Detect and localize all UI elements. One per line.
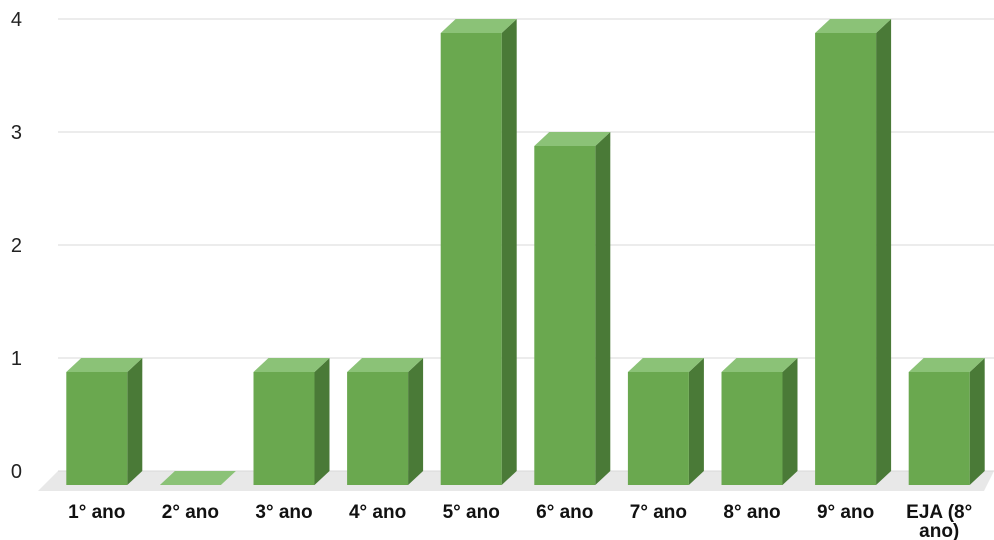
bar-top — [159, 471, 236, 485]
x-tick-label: 3° ano — [255, 502, 312, 523]
x-tick-label-line: EJA (8° — [906, 502, 972, 523]
bar — [627, 358, 704, 485]
bar-front — [721, 372, 783, 485]
y-axis: 0 1 2 3 4 — [11, 9, 22, 483]
x-tick-label: EJA (8° ano) — [906, 502, 972, 540]
x-tick-label-line: 6° ano — [536, 502, 593, 523]
bar-side — [314, 358, 330, 485]
x-tick-label-line: ano) — [919, 521, 959, 540]
x-tick-label: 4° ano — [349, 502, 406, 523]
x-tick-label-line: 7° ano — [630, 502, 687, 523]
bar-front — [253, 372, 315, 485]
bar-top — [253, 358, 330, 372]
bar-front — [534, 146, 596, 485]
bar-top — [347, 358, 424, 372]
bar — [721, 358, 798, 485]
bar-side — [127, 358, 143, 485]
bar-top — [815, 19, 892, 33]
bar-front — [66, 372, 128, 485]
x-tick-label: 9° ano — [817, 502, 874, 523]
y-tick-label: 2 — [11, 235, 22, 257]
x-tick-label-line: 2° ano — [162, 502, 219, 523]
bar — [253, 358, 330, 485]
y-tick-label: 3 — [11, 122, 22, 144]
x-tick-label: 1° ano — [68, 502, 125, 523]
bar-top — [440, 19, 517, 33]
bar-top — [534, 132, 611, 146]
bar — [815, 19, 892, 485]
bar — [66, 358, 143, 485]
bar — [534, 132, 611, 485]
x-tick-label-line: 8° ano — [723, 502, 780, 523]
bar-side — [969, 358, 985, 485]
bar-side — [782, 358, 798, 485]
x-axis: 1° ano 2° ano 3° ano 4° ano 5° ano 6° ano 7° a… — [68, 502, 972, 540]
bar-top — [721, 358, 798, 372]
bar — [159, 471, 236, 485]
x-tick-label-line: 5° ano — [443, 502, 500, 523]
x-tick-label-line: 1° ano — [68, 502, 125, 523]
bar-top — [627, 358, 704, 372]
bar — [440, 19, 517, 485]
x-tick-label: 6° ano — [536, 502, 593, 523]
bar-top — [66, 358, 143, 372]
bar-front — [347, 372, 409, 485]
x-tick-label-line: 9° ano — [817, 502, 874, 523]
bar-side — [876, 19, 892, 485]
bar-side — [501, 19, 517, 485]
bar-front — [908, 372, 970, 485]
y-tick-label: 1 — [11, 348, 22, 370]
bar-side — [688, 358, 704, 485]
bar-front — [815, 33, 877, 485]
bar-top — [908, 358, 985, 372]
bar-front — [627, 372, 689, 485]
bar-side — [595, 132, 611, 485]
bar-side — [408, 358, 424, 485]
bar — [347, 358, 424, 485]
x-tick-label-line: 4° ano — [349, 502, 406, 523]
x-tick-label: 7° ano — [630, 502, 687, 523]
x-tick-label: 8° ano — [723, 502, 780, 523]
x-tick-label: 2° ano — [162, 502, 219, 523]
bars — [66, 19, 985, 485]
x-tick-label-line: 3° ano — [255, 502, 312, 523]
x-tick-label: 5° ano — [443, 502, 500, 523]
y-tick-label: 4 — [11, 9, 22, 31]
y-tick-label: 0 — [11, 461, 22, 483]
bar — [908, 358, 985, 485]
bar-front — [440, 33, 502, 485]
